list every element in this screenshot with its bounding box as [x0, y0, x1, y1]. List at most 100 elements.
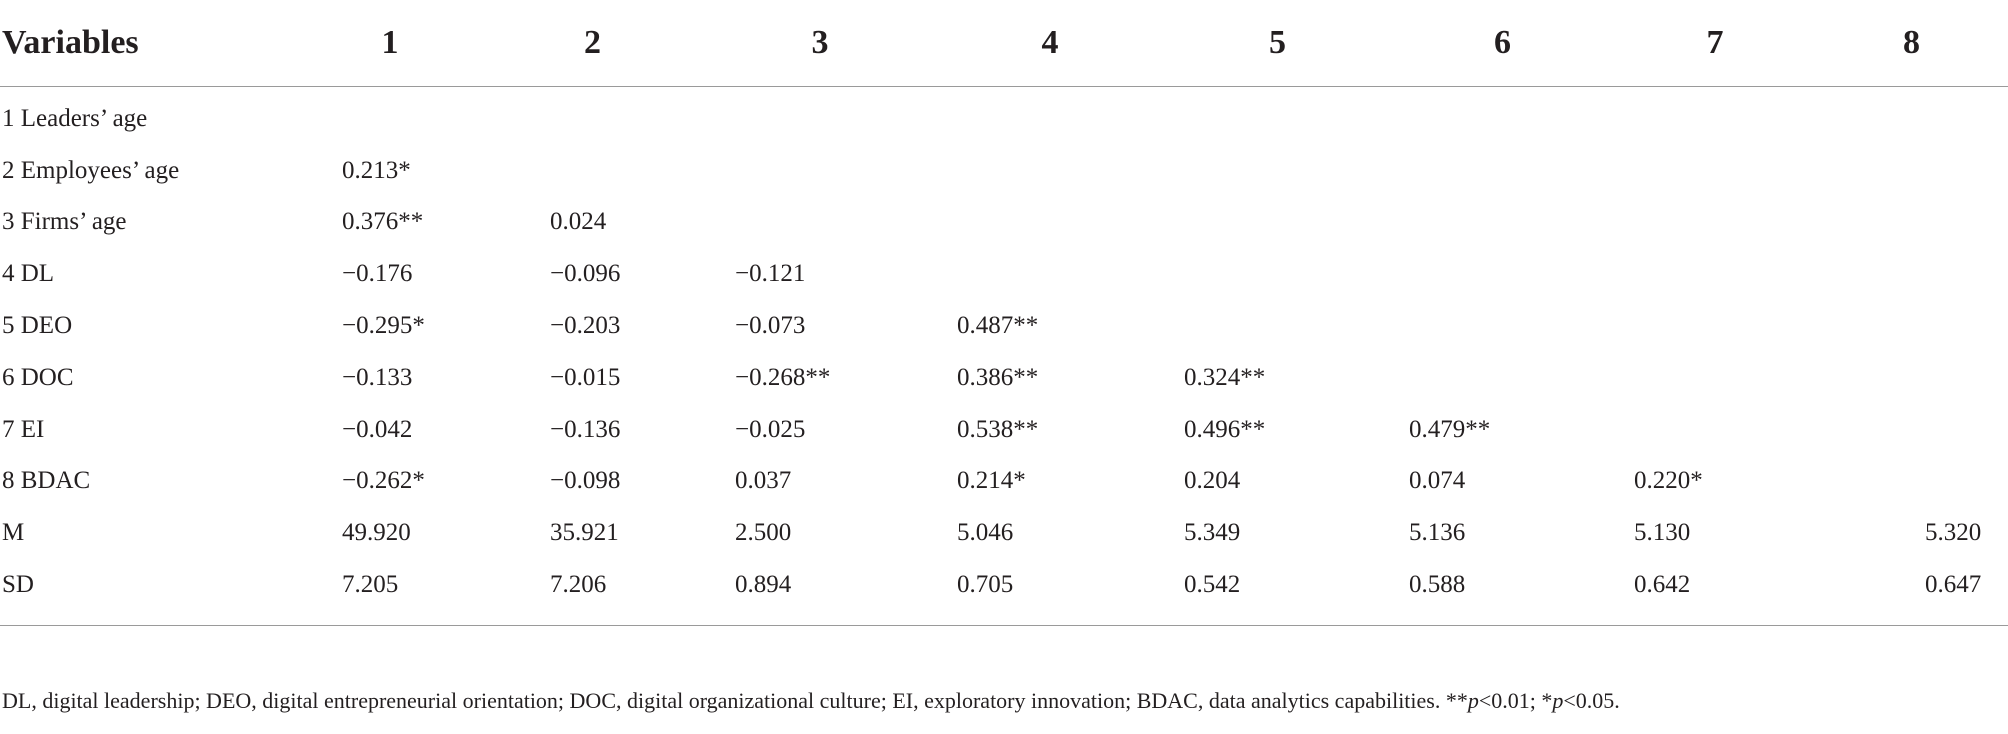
table-cell: 0.542	[1184, 571, 1241, 599]
table-cell: 0.074	[1409, 467, 1466, 495]
table-cell: 0.647	[1925, 571, 1982, 599]
table-row: 2 Employees’ age 0.213*	[0, 145, 2008, 197]
row-variable-label: 2 Employees’ age	[2, 156, 180, 184]
row-variable-label: M	[2, 519, 25, 547]
table-cell	[1815, 456, 2008, 508]
table-cell: 5.136	[1409, 519, 1466, 547]
table-cell: −0.096	[550, 260, 621, 288]
table-cell	[1165, 300, 1390, 352]
table-cell	[480, 145, 705, 197]
header-col-8: 8	[1815, 0, 2008, 87]
table-cell	[1815, 352, 2008, 404]
table-cell: −0.262*	[342, 467, 425, 495]
table-cell: 0.642	[1634, 571, 1691, 599]
table-cell	[1615, 87, 1815, 145]
table-footnote: DL, digital leadership; DEO, digital ent…	[2, 688, 1620, 714]
footnote-threshold-2: <0.05.	[1563, 688, 1620, 713]
table-cell	[705, 145, 935, 197]
table-cell	[1815, 404, 2008, 456]
table-cell: 0.487**	[957, 312, 1039, 340]
table-cell: −0.295*	[342, 312, 425, 340]
table-bottom-rule	[0, 625, 2008, 626]
footnote-p-symbol: p	[1467, 688, 1479, 713]
table-body: 1 Leaders’ age 2 Employees’ age 0.213* 3 Fi…	[0, 87, 2008, 611]
table-cell: −0.133	[342, 363, 413, 391]
table-cell: 0.214*	[957, 467, 1026, 495]
table-cell	[1615, 197, 1815, 249]
table-cell: 7.206	[550, 571, 607, 599]
table-cell	[1390, 87, 1615, 145]
table-row: 6 DOC −0.133 −0.015 −0.268** 0.386** 0.324**	[0, 352, 2008, 404]
header-col-4: 4	[935, 0, 1165, 87]
header-col-5: 5	[1165, 0, 1390, 87]
table-row: 1 Leaders’ age	[0, 87, 2008, 145]
table-row: 4 DL −0.176 −0.096 −0.121	[0, 248, 2008, 300]
table-cell: 5.349	[1184, 519, 1241, 547]
table-cell	[1165, 248, 1390, 300]
table-cell	[1390, 145, 1615, 197]
table-cell: 0.324**	[1184, 363, 1266, 391]
table-cell	[1815, 248, 2008, 300]
table-cell	[935, 87, 1165, 145]
table-cell: −0.268**	[735, 363, 831, 391]
row-variable-label: SD	[2, 571, 34, 599]
table-cell: −0.015	[550, 363, 621, 391]
header-col-7: 7	[1615, 0, 1815, 87]
table-cell: 0.037	[735, 467, 792, 495]
table-cell: 0.024	[550, 208, 607, 236]
table-cell	[480, 87, 705, 145]
table-cell	[1615, 404, 1815, 456]
table-cell	[1815, 197, 2008, 249]
table-cell	[1165, 145, 1390, 197]
table-cell: −0.042	[342, 415, 413, 443]
table-cell	[1615, 145, 1815, 197]
table-cell: −0.203	[550, 312, 621, 340]
table-cell	[1815, 87, 2008, 145]
table-cell	[1390, 352, 1615, 404]
table-cell	[1390, 300, 1615, 352]
footnote-text: DL, digital leadership; DEO, digital ent…	[2, 688, 1468, 713]
footnote-p-symbol: p	[1552, 688, 1564, 713]
table-row: 8 BDAC −0.262* −0.098 0.037 0.214* 0.204 0.074…	[0, 456, 2008, 508]
table-cell: 0.386**	[957, 363, 1039, 391]
table-cell: 0.376**	[342, 208, 424, 236]
row-variable-label: 8 BDAC	[2, 467, 91, 495]
header-variables: Variables	[0, 0, 300, 87]
table-cell: 49.920	[342, 519, 411, 547]
table-cell: 0.220*	[1634, 467, 1703, 495]
row-variable-label: 3 Firms’ age	[2, 208, 127, 236]
footnote-threshold-1: <0.01; *	[1478, 688, 1553, 713]
table-row: 7 EI −0.042 −0.136 −0.025 0.538** 0.496** 0.47…	[0, 404, 2008, 456]
row-variable-label: 1 Leaders’ age	[2, 104, 148, 132]
table-cell: 0.204	[1184, 467, 1241, 495]
table-cell	[935, 248, 1165, 300]
table-cell: 0.496**	[1184, 415, 1266, 443]
table-cell	[705, 87, 935, 145]
table-cell: 5.046	[957, 519, 1014, 547]
table-cell	[1390, 248, 1615, 300]
table-cell	[1815, 300, 2008, 352]
table-cell: 0.479**	[1409, 415, 1491, 443]
row-variable-label: 6 DOC	[2, 363, 74, 391]
table-cell	[300, 87, 480, 145]
table-cell: −0.025	[735, 415, 806, 443]
header-col-3: 3	[705, 0, 935, 87]
table-cell: 7.205	[342, 571, 399, 599]
table-cell: 0.705	[957, 571, 1014, 599]
table-cell: 0.213*	[342, 156, 411, 184]
table-cell	[1815, 145, 2008, 197]
table-cell: 2.500	[735, 519, 792, 547]
table-row: SD 7.205 7.206 0.894 0.705 0.542 0.588 0.642 0.6…	[0, 559, 2008, 611]
table-row: 3 Firms’ age 0.376** 0.024	[0, 197, 2008, 249]
correlation-table: Variables 1 2 3 4 5 6 7 8 1 Leaders’ age…	[0, 0, 2008, 611]
table-cell	[705, 197, 935, 249]
table-cell	[935, 197, 1165, 249]
table-cell	[1615, 352, 1815, 404]
table-cell	[1615, 300, 1815, 352]
table-row: 5 DEO −0.295* −0.203 −0.073 0.487**	[0, 300, 2008, 352]
table-cell	[935, 145, 1165, 197]
table-cell: −0.136	[550, 415, 621, 443]
table-cell: −0.073	[735, 312, 806, 340]
table-row: M 49.920 35.921 2.500 5.046 5.349 5.136 5.130 5.…	[0, 507, 2008, 559]
table-cell	[1165, 87, 1390, 145]
